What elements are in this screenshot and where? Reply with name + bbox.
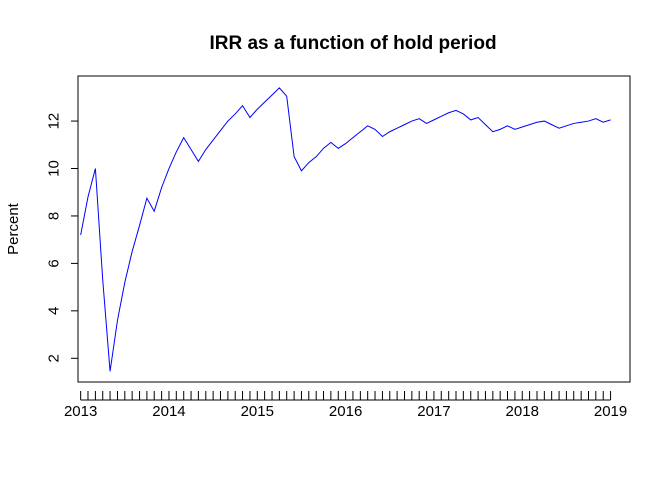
- y-tick-label: 10: [45, 160, 62, 177]
- y-axis-label: Percent: [5, 202, 22, 255]
- x-axis: 2013 2014 2015 2016 2017 2018 2019: [64, 391, 627, 420]
- y-axis: 2 4 6 8 10 12: [45, 113, 79, 362]
- x-tick-label: 2019: [594, 403, 627, 420]
- x-tick-label: 2017: [417, 403, 450, 420]
- y-tick-label: 4: [45, 307, 62, 315]
- x-tick-label: 2013: [64, 403, 97, 420]
- y-tick-label: 8: [45, 212, 62, 220]
- x-tick-label: 2018: [506, 403, 539, 420]
- series-layer: [80, 87, 611, 372]
- x-tick-label: 2016: [329, 403, 362, 420]
- plot-frame: [77, 75, 631, 383]
- y-tick-label: 2: [45, 354, 62, 362]
- x-tick-label: 2014: [152, 403, 185, 420]
- y-tick-label: 6: [45, 259, 62, 267]
- y-tick-label: 12: [45, 113, 62, 130]
- irr-series-line: [80, 87, 611, 372]
- x-tick-label: 2015: [241, 403, 274, 420]
- chart-title: IRR as a function of hold period: [209, 33, 496, 54]
